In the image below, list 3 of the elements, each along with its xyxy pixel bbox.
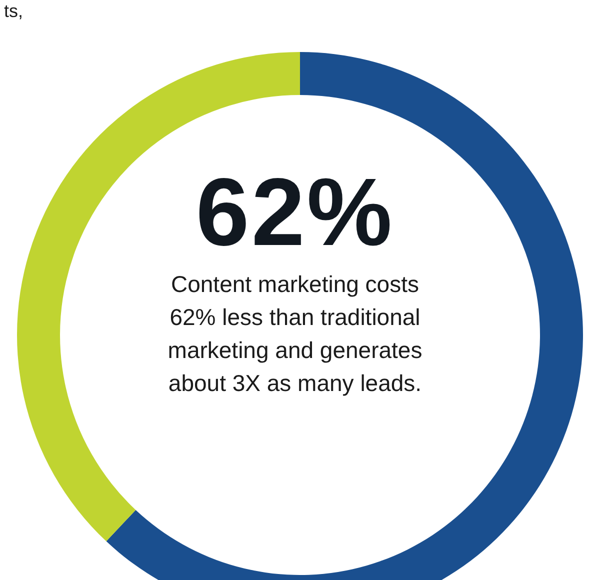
text: Content marketing costs 62% less than traditional marketing and generates about 3X as many leads. xyxy=(166,270,424,398)
text: ts, xyxy=(4,0,24,22)
text: 62% xyxy=(194,158,396,268)
